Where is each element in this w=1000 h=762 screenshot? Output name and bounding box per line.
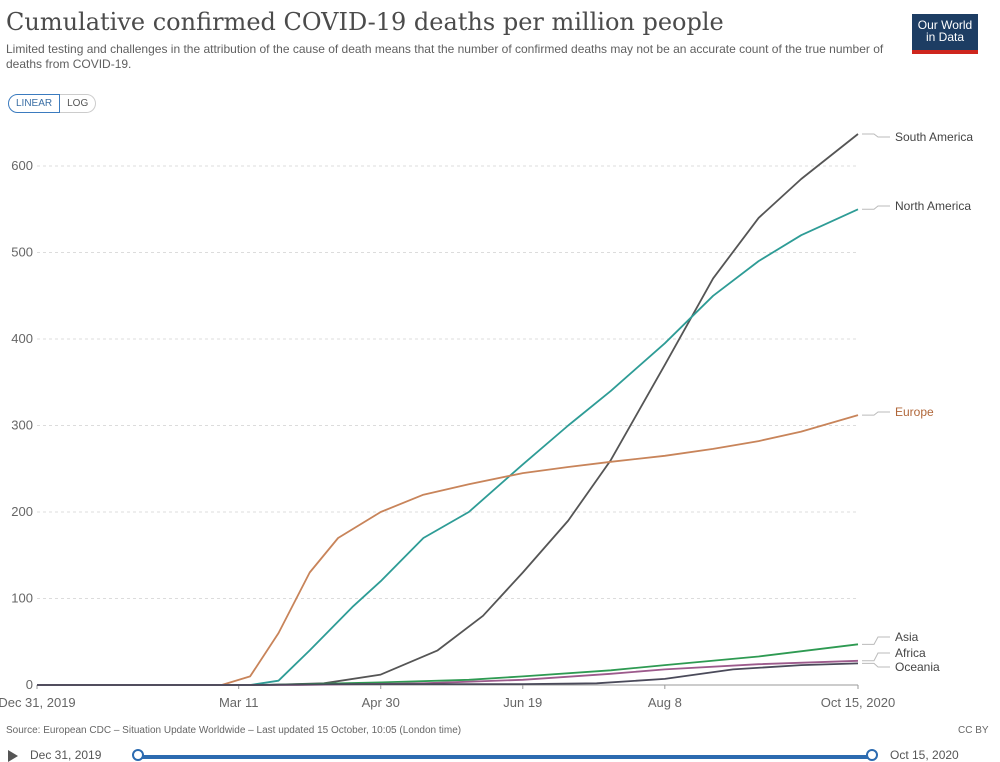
- x-tick-label: Aug 8: [648, 695, 682, 710]
- y-tick-label: 200: [11, 504, 33, 519]
- grid-lines: [37, 165, 858, 686]
- y-tick-label: 500: [11, 245, 33, 260]
- series-line-africa[interactable]: [37, 659, 859, 686]
- x-tick-label: Jun 19: [503, 695, 542, 710]
- x-tick-label: Apr 30: [362, 695, 400, 710]
- series-line-south-america[interactable]: [37, 133, 859, 686]
- series-labels: South America North America Europe Asia Afri…: [862, 130, 973, 674]
- series-line-europe[interactable]: [37, 414, 859, 686]
- label-connector: [862, 133, 890, 138]
- x-tick-label: Mar 11: [219, 695, 259, 710]
- series-lines[interactable]: [37, 133, 859, 686]
- logo-line-2: in Data: [925, 30, 965, 44]
- series-line-north-america[interactable]: [37, 208, 859, 686]
- timeline-end-label: Oct 15, 2020: [890, 748, 959, 762]
- y-tick-label: 600: [11, 158, 33, 173]
- linear-scale-button[interactable]: LINEAR: [8, 94, 61, 113]
- source-note[interactable]: Source: European CDC – Situation Update …: [6, 725, 462, 736]
- y-axis: 0 100 200 300 400 500 600: [11, 158, 33, 692]
- y-tick-label: 100: [11, 591, 33, 606]
- label-connector: [862, 636, 890, 645]
- series-label[interactable]: North America: [895, 199, 971, 213]
- timeline-slider[interactable]: Dec 31, 2019 Oct 15, 2020: [0, 744, 1000, 762]
- chart-subtitle: Limited testing and challenges in the at…: [6, 42, 884, 71]
- timeline-start-handle[interactable]: [132, 749, 144, 761]
- y-tick-label: 400: [11, 331, 33, 346]
- series-label[interactable]: South America: [895, 130, 973, 144]
- label-connector: [862, 205, 890, 210]
- series-label[interactable]: Oceania: [895, 660, 940, 674]
- x-tick-label: Dec 31, 2019: [0, 695, 76, 710]
- timeline-start-label: Dec 31, 2019: [30, 748, 102, 762]
- line-chart: 0 100 200 300 400 500 600 Dec 31, 2019 Mar 11 Ap…: [0, 130, 973, 710]
- series-label[interactable]: Africa: [895, 646, 926, 660]
- x-axis: Dec 31, 2019 Mar 11 Apr 30 Jun 19 Aug 8 Oct 1…: [0, 685, 895, 710]
- series-label[interactable]: Asia: [895, 630, 919, 644]
- y-tick-label: 300: [11, 418, 33, 433]
- log-scale-button[interactable]: LOG: [60, 94, 97, 113]
- logo-line-1: Our World: [917, 18, 973, 32]
- series-line-oceania[interactable]: [37, 662, 859, 686]
- scale-toggle: LINEAR LOG: [8, 94, 97, 113]
- x-tick-label: Oct 15, 2020: [821, 695, 895, 710]
- label-connector: [862, 662, 890, 668]
- series-label[interactable]: Europe: [895, 405, 934, 419]
- chart-title: Cumulative confirmed COVID-19 deaths per…: [6, 8, 724, 36]
- label-connector: [862, 652, 890, 662]
- timeline-track[interactable]: [138, 755, 872, 759]
- y-tick-label: 0: [26, 677, 33, 692]
- play-icon[interactable]: [8, 750, 18, 762]
- license-link[interactable]: CC BY: [958, 725, 989, 736]
- label-connector: [862, 411, 890, 416]
- timeline-end-handle[interactable]: [866, 749, 878, 761]
- owid-logo[interactable]: Our World in Data: [912, 14, 978, 54]
